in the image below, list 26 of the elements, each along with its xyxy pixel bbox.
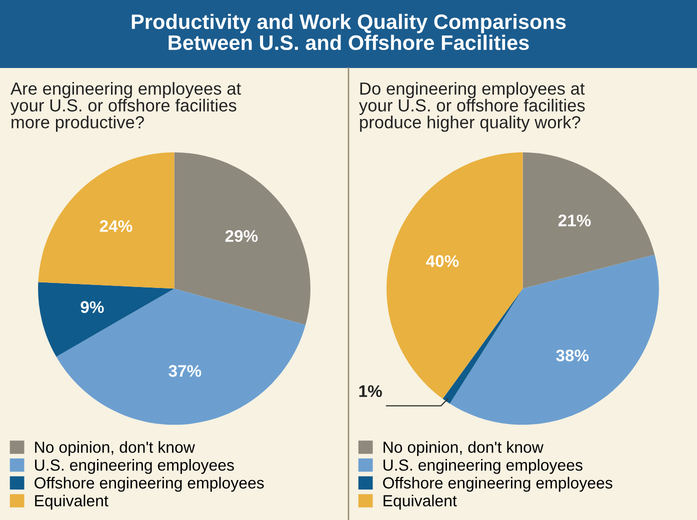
pie-slice: [522, 152, 655, 289]
pie-slice: [386, 152, 523, 399]
legend-label: U.S. engineering employees: [35, 459, 234, 474]
data-label: 9%: [80, 301, 104, 313]
data-label: 21%: [558, 214, 591, 226]
legend-label: No opinion, don't know: [384, 441, 544, 456]
pie-slice: [174, 152, 310, 325]
data-label: 29%: [225, 230, 258, 242]
chart-subtitle: Are engineering employees at your U.S. or offshore facilities more productive?: [10, 82, 241, 132]
data-label: 24%: [100, 220, 132, 232]
legend-label: Offshore engineering employees: [383, 476, 612, 492]
legend-label: Equivalent: [35, 494, 108, 510]
legend-label: Equivalent: [384, 494, 457, 510]
legend-label: U.S. engineering employees: [384, 459, 582, 474]
data-label: 1%: [359, 385, 382, 398]
chart-subtitle: Do engineering employees at your U.S. or offshore facilities produce higher quality work?: [359, 82, 585, 132]
legend-label: Offshore engineering employees: [34, 476, 264, 492]
pie-slice: [38, 282, 174, 357]
pie-slice: [38, 152, 174, 289]
chart-title: Productivity and Work Quality Comparisons Between U.S. and Offshore Facilities: [132, 14, 566, 50]
data-label: 40%: [426, 255, 459, 267]
legend-label: No opinion, don't know: [35, 441, 195, 456]
pie-slice: [442, 288, 523, 404]
pie-slice: [56, 288, 306, 425]
data-label: 37%: [168, 365, 202, 377]
data-label: 38%: [556, 350, 589, 362]
